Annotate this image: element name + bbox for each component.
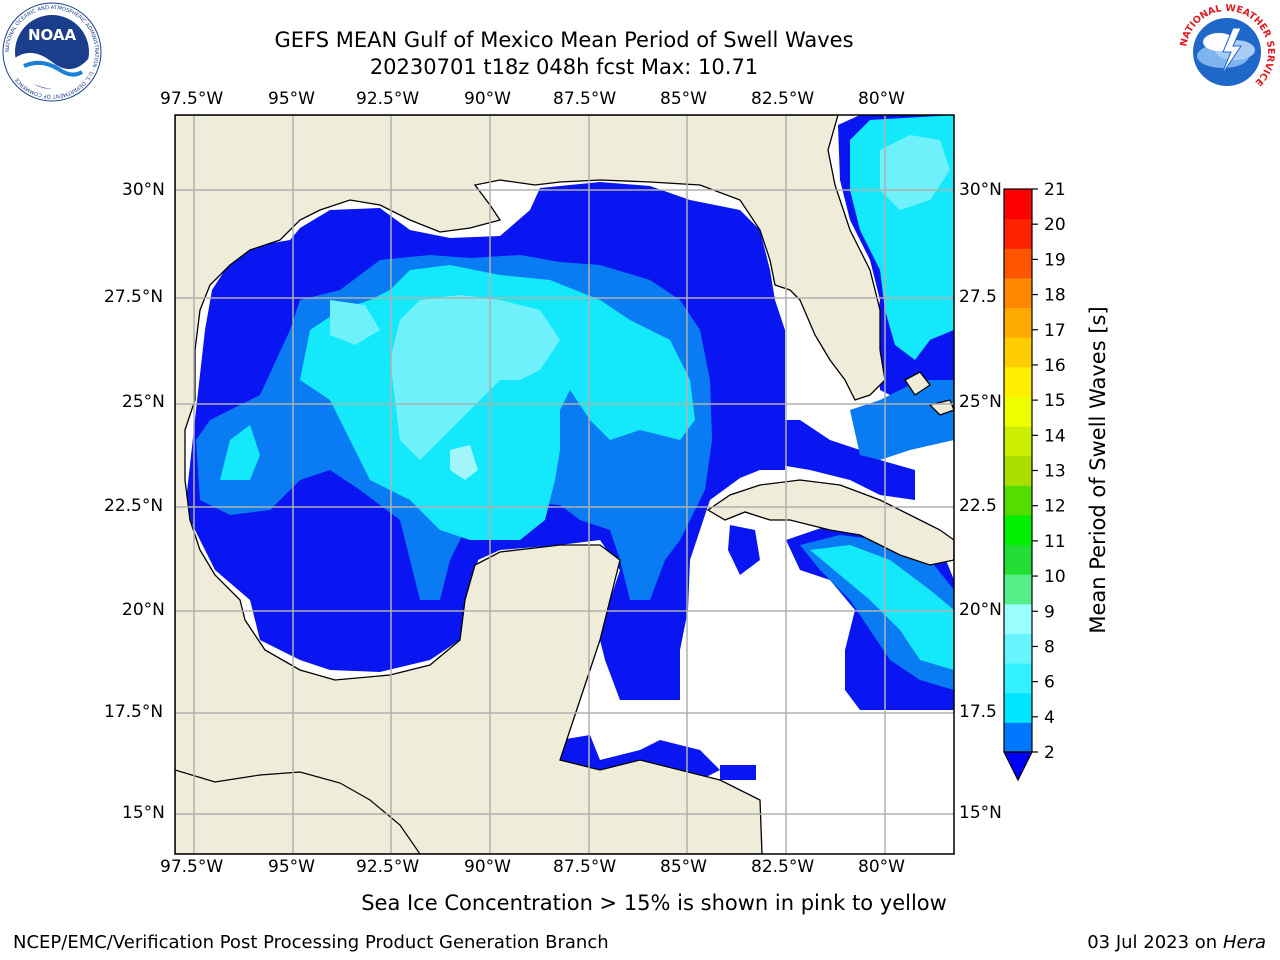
colorbar-tick-label: 2	[1044, 743, 1055, 763]
colorbar-tick-label: 15	[1044, 391, 1066, 411]
gulf-swell-field	[185, 182, 785, 700]
colorbar-swatch	[1004, 218, 1032, 249]
colorbar-swatch	[1004, 633, 1032, 664]
lon-label-top: 97.5°W	[160, 89, 224, 109]
colorbar-tick-label: 16	[1044, 356, 1066, 376]
lat-label-right: 20°N	[959, 600, 1002, 620]
lat-label-right: 30°N	[959, 180, 1002, 200]
lat-label-left: 20°N	[122, 600, 165, 620]
colorbar-swatch	[1004, 189, 1032, 220]
svg-text:NOAA: NOAA	[28, 26, 77, 44]
credit-organization: NCEP/EMC/Verification Post Processing Pr…	[13, 932, 609, 953]
lat-label-right: 25°N	[959, 392, 1002, 412]
colorbar-swatch	[1004, 722, 1032, 753]
lon-label-bottom: 97.5°W	[160, 857, 224, 877]
colorbar-swatch	[1004, 277, 1032, 309]
colorbar-tick-label: 8	[1044, 637, 1055, 657]
pacific-coastline	[175, 769, 421, 854]
colorbar-swatch	[1004, 396, 1032, 427]
lon-label-bottom: 85°W	[660, 857, 707, 877]
colorbar: 2 4 6 8 9 10 11 12 13 14 15 16 17 18 19 20 21	[1003, 180, 1066, 782]
colorbar-tick-label: 9	[1044, 602, 1055, 622]
map-frame	[174, 114, 955, 855]
colorbar-tick-label: 11	[1044, 532, 1066, 552]
lon-label-bottom: 90°W	[464, 857, 511, 877]
colorbar-tick-label: 21	[1044, 180, 1066, 200]
colorbar-tick-label: 13	[1044, 462, 1066, 482]
colorbar-tick-label: 19	[1044, 250, 1066, 270]
lon-label-top: 87.5°W	[553, 89, 617, 109]
colorbar-swatch	[1004, 574, 1032, 605]
lon-label-bottom: 95°W	[268, 857, 315, 877]
colorbar-swatch	[1004, 603, 1032, 634]
colorbar-label: Mean Period of Swell Waves [s]	[1086, 306, 1110, 634]
noaa-logo-icon: NOAA NATIONAL OCEANIC AND ATMOSPHERIC AD…	[2, 2, 102, 102]
colorbar-swatch	[1004, 692, 1032, 723]
lat-label-left: 25°N	[122, 392, 165, 412]
colorbar-swatch	[1004, 485, 1032, 516]
colorbar-swatch	[1004, 426, 1032, 457]
lon-label-top: 92.5°W	[356, 89, 420, 109]
colorbar-swatch	[1004, 337, 1032, 368]
lon-label-bottom: 87.5°W	[553, 857, 617, 877]
colorbar-tick-label: 20	[1044, 215, 1066, 235]
lon-label-top: 82.5°W	[751, 89, 815, 109]
lon-label-top: 80°W	[858, 89, 905, 109]
lat-label-left: 30°N	[122, 180, 165, 200]
map-gridlines	[175, 115, 954, 854]
lon-label-top: 95°W	[268, 89, 315, 109]
colorbar-tick-label: 6	[1044, 673, 1055, 693]
map-subtitle: 20230701 t18z 048h fcst Max: 10.71	[369, 55, 759, 79]
lat-label-left: 15°N	[122, 803, 165, 823]
colorbar-tick-label: 17	[1044, 321, 1066, 341]
credit-date-text: 03 Jul 2023 on	[1087, 932, 1223, 953]
colorbar-tick-label: 12	[1044, 497, 1066, 517]
lon-label-bottom: 92.5°W	[356, 857, 420, 877]
lat-label-left: 22.5°N	[104, 496, 164, 516]
sea-ice-note: Sea Ice Concentration > 15% is shown in …	[361, 891, 947, 915]
colorbar-swatch	[1004, 307, 1032, 338]
map-title: GEFS MEAN Gulf of Mexico Mean Period of …	[274, 28, 854, 52]
colorbar-tick-label: 4	[1044, 708, 1055, 728]
colorbar-extend-triangle	[1003, 751, 1033, 782]
lat-label-left: 27.5°N	[104, 287, 164, 307]
credit-host: Hera	[1222, 932, 1266, 953]
nws-logo-icon: NATIONAL WEATHER SERVICE	[1178, 3, 1276, 100]
lat-label-right: 22.5	[959, 496, 997, 516]
colorbar-swatch	[1004, 455, 1032, 486]
colorbar-swatch	[1004, 248, 1032, 279]
colorbar-swatch	[1004, 663, 1032, 694]
colorbar-swatch	[1004, 544, 1032, 575]
lat-label-right: 27.5	[959, 287, 997, 307]
colorbar-tick-label: 10	[1044, 567, 1066, 587]
lat-label-right: 15°N	[959, 803, 1002, 823]
lon-label-bottom: 80°W	[858, 857, 905, 877]
lon-label-top: 90°W	[464, 89, 511, 109]
lon-label-top: 85°W	[660, 89, 707, 109]
colorbar-swatch	[1004, 514, 1032, 546]
credit-date: 03 Jul 2023 on Hera	[1087, 932, 1266, 953]
lat-label-right: 17.5	[959, 702, 997, 722]
colorbar-tick-label: 14	[1044, 426, 1066, 446]
lat-label-left: 17.5°N	[104, 702, 164, 722]
lon-label-bottom: 82.5°W	[751, 857, 815, 877]
colorbar-swatch	[1004, 366, 1032, 397]
colorbar-tick-label: 18	[1044, 286, 1066, 306]
